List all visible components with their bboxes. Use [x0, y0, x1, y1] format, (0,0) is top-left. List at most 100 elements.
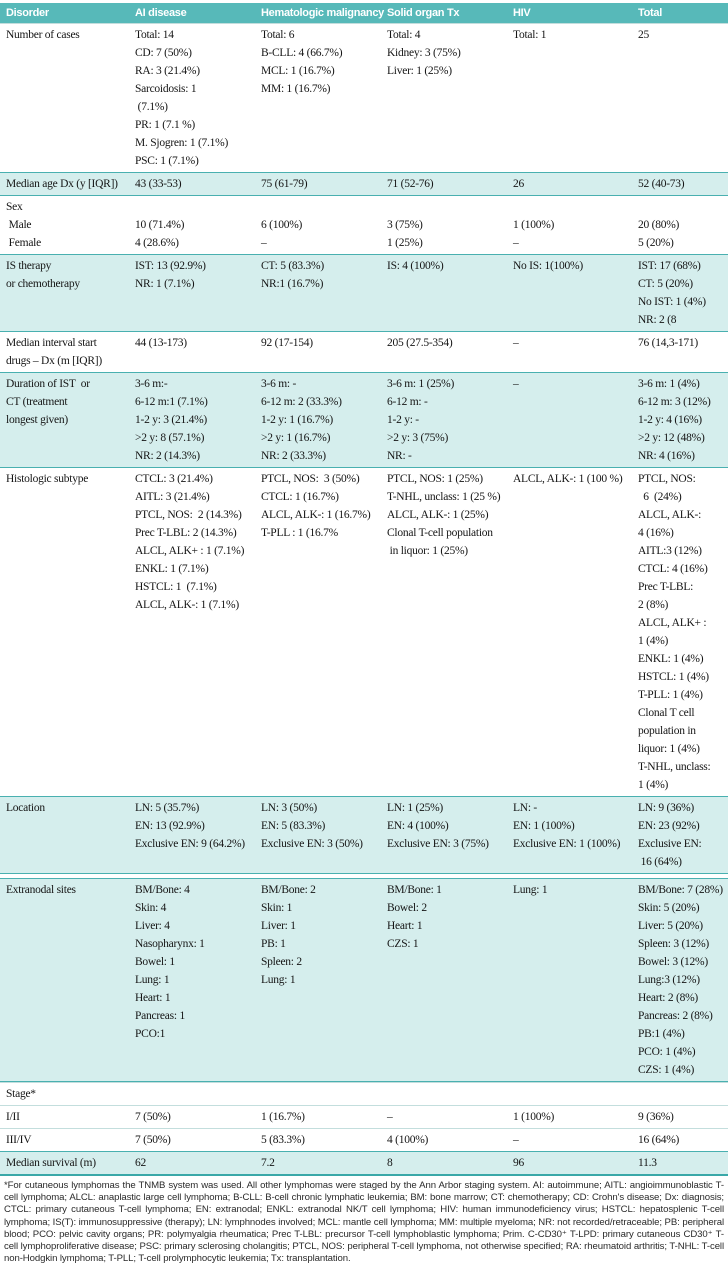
cell-stage-3-4-col1: 7 (50%) [135, 1131, 261, 1149]
text-line: Total: 4 [387, 29, 421, 41]
text-line: CT (treatment [6, 396, 68, 408]
table-row-median-survival: Median survival (m) 62 7.2 8 96 11.3 [0, 1151, 728, 1176]
cell-histologic-subtype-col1: CTCL: 3 (21.4%) AITL: 3 (21.4%) PTCL, NOS:… [135, 470, 261, 794]
text-line: NR: 4 (16%) [638, 450, 695, 462]
text-line: or chemotherapy [6, 278, 80, 290]
table-header-row: Disorder AI disease Hematologic malignancy… [0, 3, 728, 23]
text-line: EN: 4 (100%) [387, 820, 449, 832]
text-line: Heart: 1 [387, 920, 423, 932]
text-line: Exclusive EN: 3 (75%) [387, 838, 489, 850]
text-line: 20 (80%) [638, 219, 680, 231]
text-line: CZS: 1 (4%) [638, 1064, 695, 1076]
text-line: LN: 9 (36%) [638, 802, 695, 814]
text-line: CD: 7 (50%) [135, 47, 192, 59]
text-line: Bowel: 1 [135, 956, 175, 968]
text-line: >2 y: 1 (16.7%) [261, 432, 331, 444]
row-label-stage-3-4: III/IV [6, 1131, 135, 1149]
cell-median-interval-col5: 76 (14,3-171) [638, 334, 728, 370]
text-line: III/IV [6, 1134, 32, 1146]
text-line: Median survival (m) [6, 1157, 96, 1169]
text-line: 7 (50%) [135, 1111, 171, 1123]
text-line: 11.3 [638, 1157, 657, 1169]
cell-stage-header-col4 [513, 1085, 638, 1103]
text-line: 5 (83.3%) [261, 1134, 305, 1146]
cell-is-therapy-col3: IS: 4 (100%) [387, 257, 513, 329]
cell-histologic-subtype-col4: ALCL, ALK-: 1 (100 %) [513, 470, 638, 794]
text-line: 76 (14,3-171) [638, 337, 698, 349]
text-line: RA: 3 (21.4%) [135, 65, 200, 77]
cell-extranodal-sites-col1: BM/Bone: 4 Skin: 4 Liver: 4 Nasopharynx: 1 B… [135, 881, 261, 1079]
text-line [135, 198, 261, 216]
table-row-is-therapy: IS therapy or chemotherapy IST: 13 (92.9%)… [0, 254, 728, 332]
text-line: 3-6 m:- [135, 378, 168, 390]
text-line: MM: 1 (16.7%) [261, 83, 331, 95]
text-line: 1 (4%) [638, 779, 669, 791]
cell-is-therapy-col2: CT: 5 (83.3%) NR:1 (16.7%) [261, 257, 387, 329]
text-line: 1-2 y: - [387, 414, 419, 426]
text-line: Lung: 1 [261, 974, 296, 986]
text-line: ALCL, ALK+ : [638, 617, 707, 629]
table-row-median-age: Median age Dx (y [IQR]) 43 (33-53) 75 (61-… [0, 172, 728, 196]
text-line: 1-2 y: 4 (16%) [638, 414, 702, 426]
text-line: 6 (100%) [261, 219, 303, 231]
cell-sex-col5: 20 (80%) 5 (20%) [638, 198, 728, 252]
text-line: PCO:1 [135, 1028, 166, 1040]
text-line: in liquor: 1 (25%) [387, 545, 468, 557]
cell-stage-header-col2 [261, 1085, 387, 1103]
text-line: Liver: 4 [135, 920, 170, 932]
cell-number-of-cases-col4: Total: 1 [513, 26, 638, 170]
text-line: ENKL: 1 (7.1%) [135, 563, 209, 575]
text-line: 1-2 y: 3 (21.4%) [135, 414, 208, 426]
text-line: ALCL, ALK-: 1 (25%) [387, 509, 489, 521]
column-header-hiv: HIV [513, 7, 531, 19]
text-line: Bowel: 2 [387, 902, 427, 914]
text-line: PTCL, NOS: 3 (50%) [261, 473, 360, 485]
cell-median-survival-col1: 62 [135, 1154, 261, 1172]
text-line: Clonal T-cell population [387, 527, 493, 539]
cell-stage-3-4-col5: 16 (64%) [638, 1131, 728, 1149]
text-line: 26 [513, 178, 524, 190]
row-label-histologic-subtype: Histologic subtype [6, 470, 135, 794]
text-line: 6-12 m: 3 (12%) [638, 396, 711, 408]
text-line: EN: 1 (100%) [513, 820, 575, 832]
text-line: PTCL, NOS: 2 (14.3%) [135, 509, 242, 521]
text-line: >2 y: 12 (48%) [638, 432, 705, 444]
column-header-ai-disease: AI disease [135, 7, 187, 19]
text-line: Liver: 5 (20%) [638, 920, 703, 932]
cell-median-age-col5: 52 (40-73) [638, 175, 728, 193]
text-line: BM/Bone: 2 [261, 884, 316, 896]
text-line: longest given) [6, 414, 68, 426]
text-line: 3 (75%) [387, 219, 423, 231]
cell-stage-1-2-col2: 1 (16.7%) [261, 1108, 387, 1126]
text-line: Stage* [6, 1088, 36, 1100]
text-line: Total: 1 [513, 29, 547, 41]
text-line: Prec T-LBL: 2 (14.3%) [135, 527, 237, 539]
text-line: Bowel: 3 (12%) [638, 956, 708, 968]
text-line: PTCL, NOS: [638, 473, 696, 485]
text-line: Exclusive EN: 1 (100%) [513, 838, 621, 850]
cell-median-survival-col5: 11.3 [638, 1154, 728, 1172]
text-line: – [261, 237, 267, 249]
row-label-stage-1-2: I/II [6, 1108, 135, 1126]
text-line: I/II [6, 1111, 20, 1123]
text-line: ALCL, ALK+ : 1 (7.1%) [135, 545, 245, 557]
text-line: B-CLL: 4 (66.7%) [261, 47, 343, 59]
cell-sex-col1: 10 (71.4%) 4 (28.6%) [135, 198, 261, 252]
text-line: CTCL: 3 (21.4%) [135, 473, 213, 485]
text-line: 7.2 [261, 1157, 275, 1169]
text-line: Total: 14 [135, 29, 174, 41]
text-line: Exclusive EN: [638, 838, 702, 850]
text-line: Median age Dx (y [IQR]) [6, 178, 118, 190]
text-line: 1-2 y: 1 (16.7%) [261, 414, 334, 426]
row-label-location: Location [6, 799, 135, 871]
text-line: 1 (100%) [513, 1111, 555, 1123]
text-line: IST: 13 (92.9%) [135, 260, 206, 272]
text-line: >2 y: 8 (57.1%) [135, 432, 205, 444]
text-line: ALCL, ALK-: 1 (16.7%) [261, 509, 371, 521]
cell-median-age-col4: 26 [513, 175, 638, 193]
text-line: 25 [638, 29, 649, 41]
text-line: 4 (16%) [638, 527, 674, 539]
text-line: Spleen: 2 [261, 956, 302, 968]
cell-stage-3-4-col3: 4 (100%) [387, 1131, 513, 1149]
